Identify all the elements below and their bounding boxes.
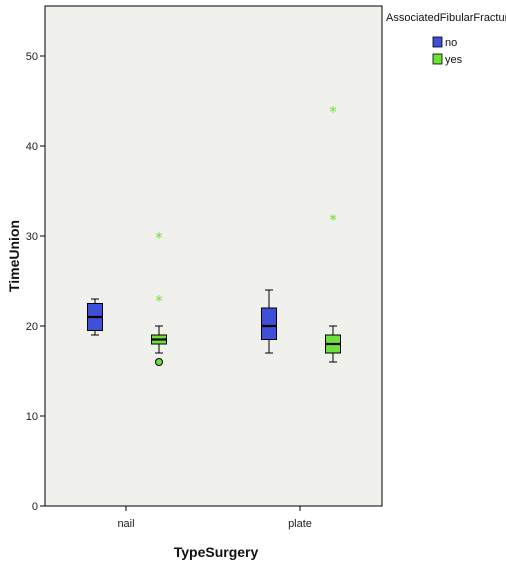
plot-background	[44, 5, 383, 507]
x-axis: nail plate	[117, 506, 312, 530]
box-no-plate	[261, 289, 277, 354]
legend-title: AssociatedFibularFracture	[386, 12, 506, 24]
y-tick-label: 50	[26, 51, 38, 63]
x-axis-title: TypeSurgery	[174, 544, 259, 560]
box-iqr	[261, 307, 277, 340]
box-yes-nail	[151, 325, 167, 354]
y-tick-label: 0	[32, 501, 38, 513]
legend-label-no: no	[445, 37, 457, 49]
extreme-point: *	[155, 229, 163, 247]
box-yes-plate	[325, 325, 341, 363]
y-tick-label: 30	[26, 231, 38, 243]
legend-swatch-no	[432, 36, 443, 48]
extreme-point: *	[329, 211, 337, 229]
legend-label-yes: yes	[445, 54, 463, 66]
extreme-point: *	[329, 103, 337, 121]
extreme-point: *	[155, 292, 163, 310]
legend-swatch-yes	[432, 53, 443, 65]
y-tick-label: 40	[26, 141, 38, 153]
outlier-point	[155, 358, 163, 366]
outlier-points: * * * *	[155, 103, 337, 366]
box-series	[87, 289, 341, 363]
y-axis-title: TimeUnion	[6, 220, 22, 292]
legend: AssociatedFibularFracture no yes	[386, 12, 506, 66]
y-tick-label: 20	[26, 321, 38, 333]
box-no-nail	[87, 298, 103, 336]
y-axis: 0 10 20 30 40 50	[26, 51, 45, 513]
y-tick-label: 10	[26, 411, 38, 423]
x-tick-label: nail	[117, 518, 134, 530]
x-tick-label: plate	[288, 518, 312, 530]
